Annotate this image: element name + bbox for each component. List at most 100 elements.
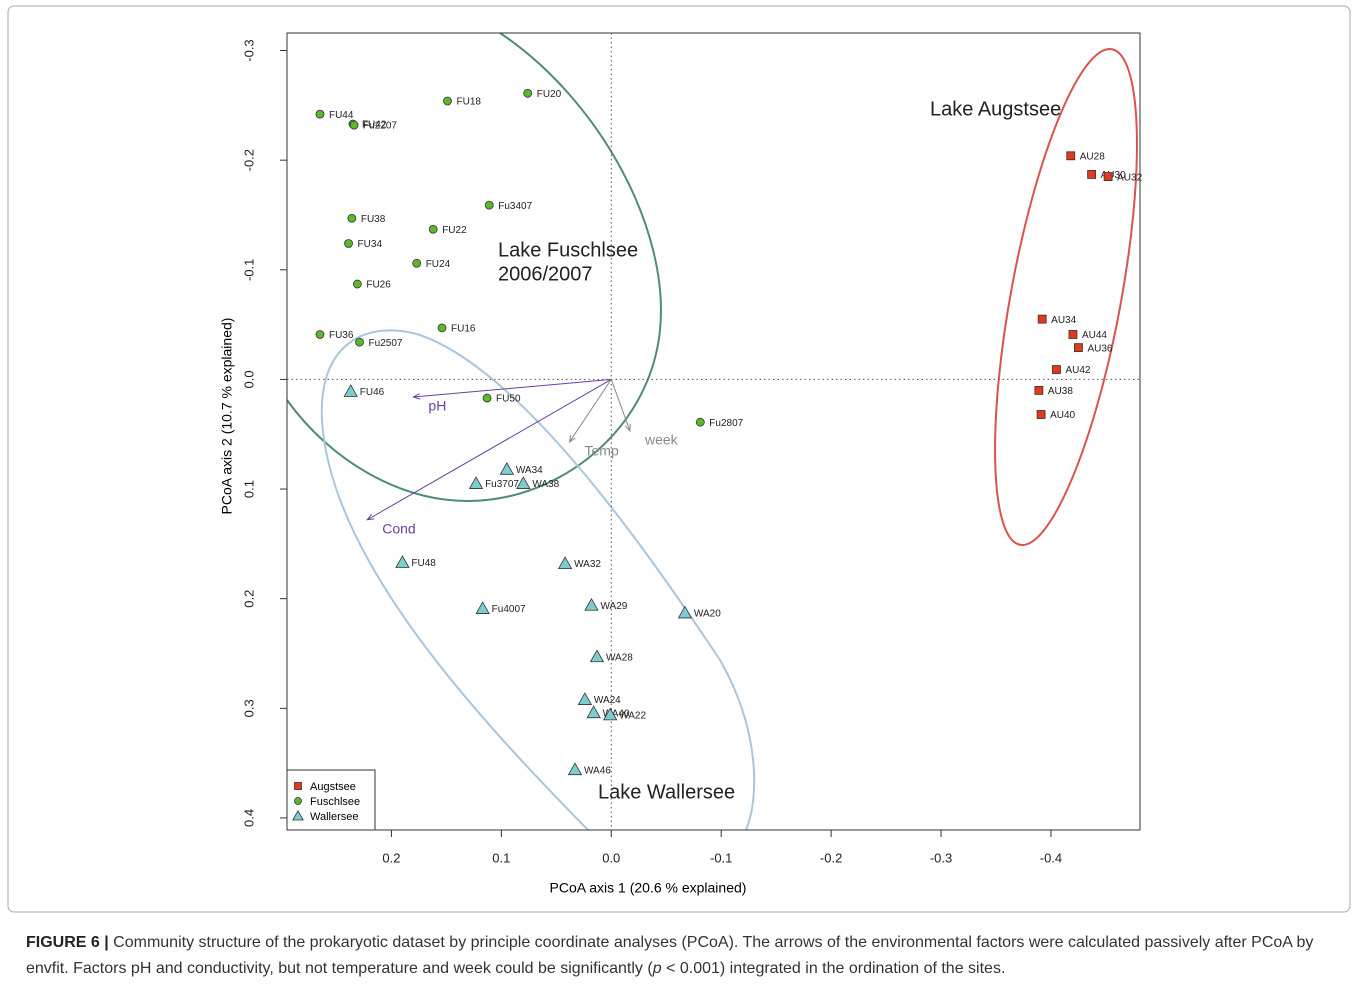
point [589,649,605,663]
point [1103,172,1113,182]
ellipse-augstsee [994,48,1138,546]
point-label: Fu2207 [363,121,397,132]
caption-text: < 0.001) integrated in the ordination of… [661,960,1006,977]
point [695,417,705,427]
x-tick-label: 0.1 [492,850,510,865]
point [437,323,447,333]
point-label: WA20 [694,609,721,620]
point [343,384,358,397]
point [315,330,325,339]
point-label: AU32 [1117,172,1142,183]
figure-frame [7,5,1351,913]
point-label: WA38 [532,479,559,490]
point-label: WA46 [584,765,611,776]
caption-italic: p [652,960,662,977]
point-label: FU18 [456,97,481,108]
group-label: 2006/2007 [498,263,593,285]
env-arrow [366,378,612,521]
caption-label: FIGURE 6 | [26,934,109,951]
point [1034,385,1044,395]
x-tick-label: -0.4 [1040,850,1062,865]
point-label: AU28 [1080,151,1105,162]
point [1052,365,1061,374]
point-label: WA32 [574,559,601,570]
point [482,393,492,403]
point-label: Fu2807 [709,418,743,429]
point [1068,330,1078,339]
caption: FIGURE 6 | Community structure of the pr… [26,930,1346,982]
point [557,556,573,570]
group-label: Lake Fuschlsee [498,239,638,261]
caption-text: Community structure of the prokaryotic d… [26,934,1314,977]
point-label: FU36 [329,330,354,341]
ellipses [287,33,1138,830]
legend-label: Augstsee [310,781,356,793]
point [1074,343,1083,353]
point [499,462,515,475]
y-tick-label: 0.0 [241,370,256,388]
plot-frame [286,32,1141,831]
point-label: FU26 [366,280,391,291]
x-tick-label: 0.2 [382,850,400,865]
env-arrow [568,379,612,443]
y-tick-label: -0.1 [241,259,256,281]
point-label: AU38 [1048,386,1073,397]
point-label: FU46 [360,387,385,398]
y-tick-label: 0.3 [241,699,256,717]
point-label: AU36 [1087,343,1112,354]
y-tick-label: 0.4 [241,809,256,827]
point-label: FU34 [358,239,383,250]
point-label: FU38 [361,214,386,225]
point-label: FU16 [451,324,476,335]
y-tick-label: 0.1 [241,480,256,498]
point [602,707,618,721]
y-tick-label: -0.2 [241,149,256,171]
point [428,224,438,234]
point-label: WA29 [600,601,627,612]
point [352,279,362,289]
point [586,705,601,719]
point [315,109,325,119]
legend-marker [294,782,302,790]
legend-label: Wallersee [310,811,359,823]
point [677,605,693,619]
point [395,555,410,568]
point [577,692,593,705]
point-label: AU30 [1101,170,1126,181]
point [516,476,531,489]
y-tick-label: 0.2 [241,590,256,608]
env-arrow [610,379,631,433]
arrow-label: week [644,432,679,448]
point-label: FU44 [329,110,354,121]
point [1066,151,1076,161]
group-label: Lake Wallersee [598,781,735,803]
point-label: FU48 [411,558,436,569]
point [1037,314,1047,324]
point-label: WA22 [619,711,646,722]
x-tick-label: 0.0 [602,850,620,865]
x-axis-label: PCoA axis 1 (20.6 % explained) [550,880,747,896]
point-label: FU50 [496,394,521,405]
arrow-label: Temp [585,443,619,459]
group-label: Lake Augstsee [930,98,1061,120]
point [347,213,357,223]
point-label: Fu3407 [498,201,532,212]
point [344,239,353,248]
legend-marker [294,797,302,805]
chart: Lake Augstsee Lake Fuschlsee 2006/2007 L… [7,5,1351,913]
point [523,88,533,98]
point [484,200,494,210]
point [475,601,490,614]
y-tick-label: -0.3 [241,39,256,61]
legend-label: Fuschlsee [310,796,360,808]
point [1036,410,1046,419]
point [349,120,359,130]
ellipse-wallersee [320,329,756,830]
point-label: FU24 [426,259,451,270]
point [468,476,484,489]
point-label: FU42 [362,120,387,131]
point-label: Fu3707 [485,479,519,490]
point-label: Fu4007 [492,604,526,615]
point-label: Fu2507 [369,338,403,349]
